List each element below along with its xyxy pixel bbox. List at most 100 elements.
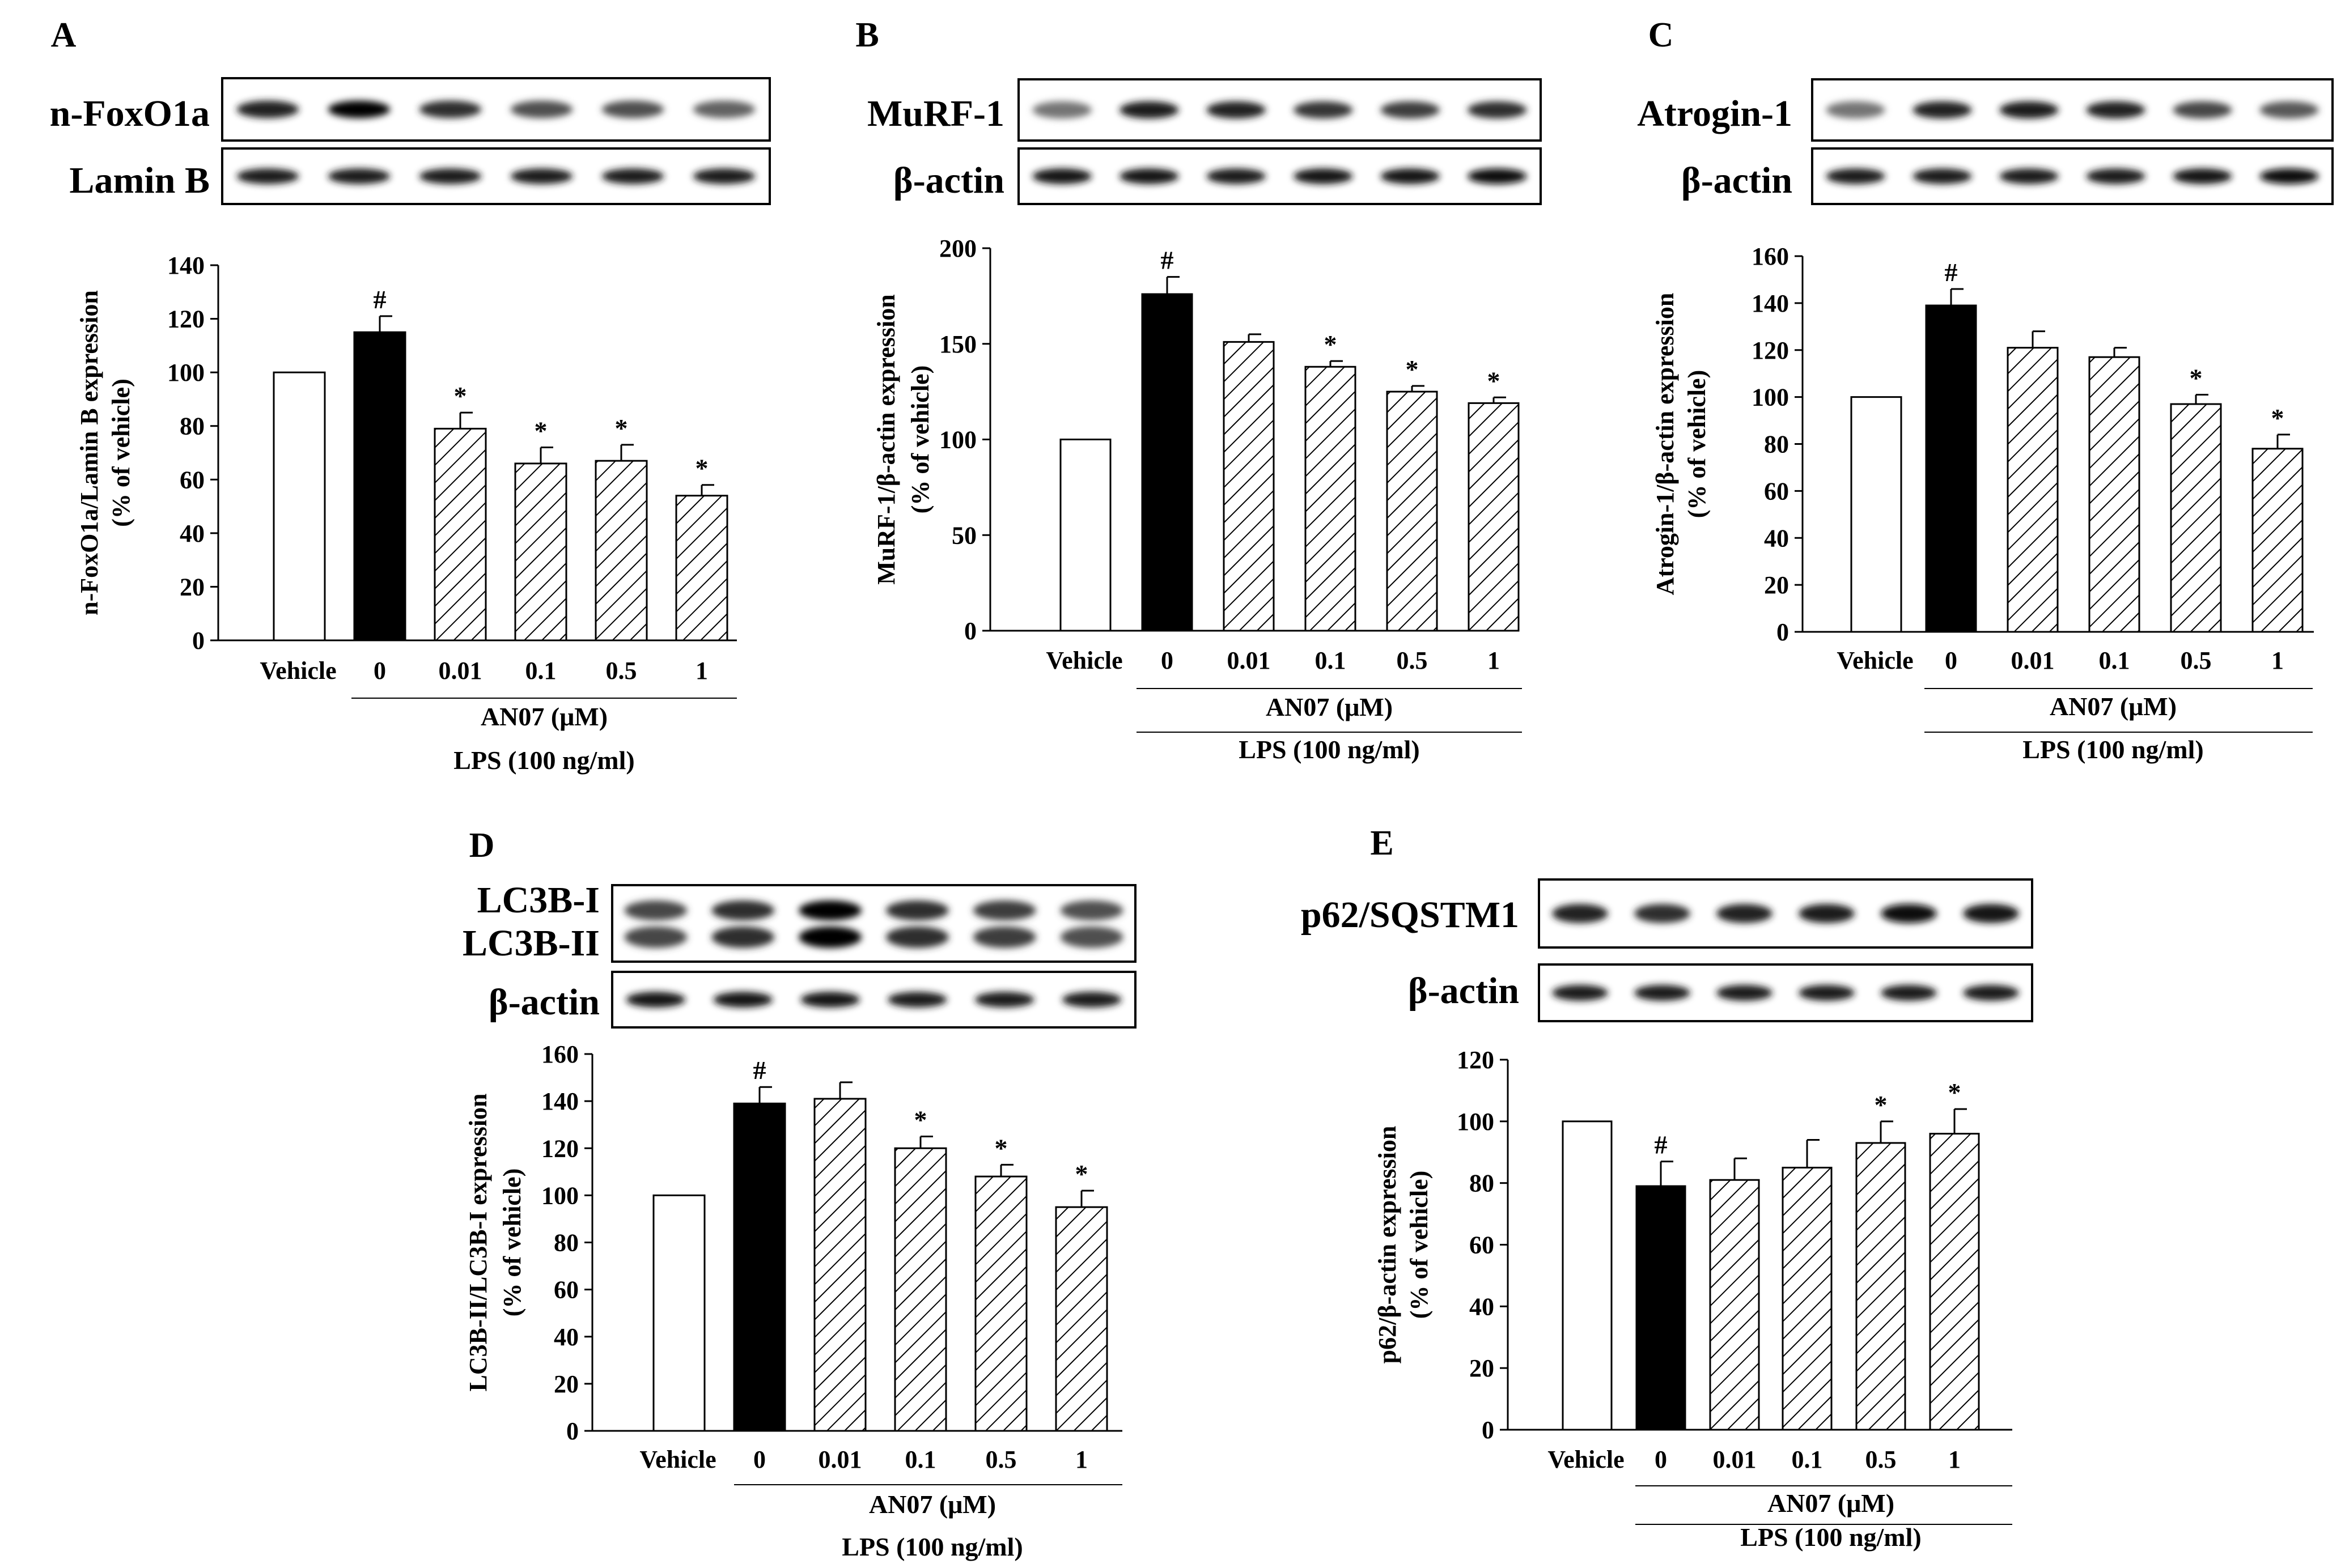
- blot-band: [601, 168, 664, 184]
- bar-Vehicle: [652, 1194, 706, 1432]
- blot-label: β-actin: [1681, 160, 1792, 201]
- blot-band: [419, 168, 482, 184]
- x-group-labels: AN07 (μM) LPS (100 ng/ml): [1924, 688, 2313, 764]
- x-category-label: 1: [1948, 1446, 1961, 1473]
- y-tick-label: 80: [554, 1229, 579, 1257]
- y-axis-title: p62/β-actin expression: [1373, 1126, 1401, 1364]
- significance-marker: #: [1655, 1131, 1668, 1159]
- drug-label: AN07 (μM): [1266, 692, 1393, 721]
- y-axis-title-units: (% of vehicle): [107, 379, 135, 526]
- blot-band: [1552, 904, 1608, 923]
- blot-band: [1380, 168, 1440, 184]
- bar-Vehicle: [1059, 439, 1112, 632]
- y-tick-label: 20: [180, 573, 205, 601]
- bar-0: [1141, 293, 1193, 632]
- western-blot: Atrogin-1 β-actin: [1637, 78, 2334, 205]
- blot-band: [1120, 101, 1179, 119]
- x-group-labels: AN07 (μM) LPS (100 ng/ml): [1635, 1485, 2012, 1552]
- bars: Vehicle #0 0.01 0.1 * 0.5 * 1: [1547, 1078, 1980, 1473]
- y-tick-label: 60: [180, 466, 205, 494]
- blot-frame: [611, 971, 1137, 1029]
- x-category-label: 0.01: [819, 1446, 862, 1473]
- blot-band: [1716, 985, 1772, 1001]
- y-axis-title: MuRF-1/β-actin expression: [872, 294, 900, 584]
- x-group-labels: AN07 (μM) LPS (100 ng/ml): [734, 1484, 1122, 1561]
- bar-0: [353, 331, 406, 641]
- y-tick-label: 140: [541, 1087, 579, 1115]
- panel-letter: B: [855, 16, 879, 54]
- blot-band: [1999, 168, 2059, 184]
- drug-label: AN07 (μM): [1767, 1489, 1894, 1518]
- blot-band: [799, 926, 862, 948]
- bar-0.1: [1304, 366, 1356, 632]
- western-blot: p62/SQSTM1 β-actin: [1301, 878, 2033, 1022]
- x-category-label: 0: [753, 1446, 766, 1473]
- bar-0.01: [813, 1098, 867, 1432]
- y-tick-label: 100: [1457, 1108, 1494, 1136]
- blot-band: [1468, 168, 1527, 184]
- significance-marker: *: [454, 381, 467, 410]
- blot-frame: [611, 884, 1137, 963]
- bar-0.5: [2170, 403, 2222, 633]
- blot-band: [328, 168, 391, 184]
- blot-band: [1062, 992, 1122, 1008]
- y-tick-label: 150: [939, 330, 977, 358]
- blot-frame: [1538, 878, 2033, 949]
- drug-label: AN07 (μM): [869, 1490, 996, 1519]
- x-category-label: 0: [1655, 1446, 1667, 1473]
- bar-0.01: [2007, 347, 2059, 633]
- y-tick-label: 140: [1752, 290, 1789, 317]
- significance-marker: *: [1324, 330, 1337, 359]
- significance-marker: *: [1075, 1159, 1088, 1188]
- blot-frame: [221, 77, 771, 142]
- blot-band: [711, 900, 775, 921]
- x-category-label: 0.1: [2099, 647, 2130, 674]
- blot-label: β-actin: [893, 160, 1004, 201]
- y-tick-label: 0: [1776, 618, 1789, 646]
- y-axis-title-units: (% of vehicle): [498, 1168, 526, 1316]
- blot-band: [601, 100, 664, 118]
- x-group-labels: AN07 (μM) LPS (100 ng/ml): [351, 698, 737, 775]
- blot-band: [1032, 101, 1092, 119]
- x-category-label: 0.1: [1315, 647, 1346, 674]
- x-category-label: 0.5: [986, 1446, 1017, 1473]
- axes: 0 20 40 60 80 100 120 140 160 LC3B-II/LC3B-I expr…: [464, 1040, 1122, 1445]
- bar-0.01: [434, 427, 487, 641]
- blot-band: [1468, 101, 1527, 119]
- blot-band: [2259, 101, 2319, 119]
- blot-band: [1881, 985, 1937, 1001]
- blot-band: [1294, 168, 1353, 184]
- bar-1: [1468, 402, 1520, 632]
- bar-0.1: [1782, 1166, 1833, 1431]
- western-blot: n-FoxO1a Lamin B: [50, 77, 771, 205]
- significance-marker: #: [753, 1056, 766, 1085]
- blot-band: [2259, 168, 2319, 184]
- axes: 0 50 100 150 200 MuRF-1/β-actin expression (% …: [872, 235, 1513, 645]
- bar-0.01: [1223, 341, 1275, 632]
- blot-band: [624, 900, 688, 921]
- blot-band: [624, 926, 688, 948]
- significance-marker: *: [1948, 1078, 1961, 1107]
- y-axis-title-units: (% of vehicle): [1683, 370, 1711, 518]
- y-tick-label: 20: [1469, 1354, 1494, 1382]
- y-tick-label: 20: [1764, 571, 1789, 599]
- panel-B: B MuRF-1 β-actin 0 50 100 150 200 MuRF-1/β-actin…: [855, 16, 1542, 764]
- bar-1: [1055, 1206, 1108, 1432]
- bar-0.5: [595, 460, 648, 641]
- stimulus-label: LPS (100 ng/ml): [1740, 1523, 1921, 1552]
- y-tick-label: 100: [541, 1182, 579, 1209]
- stimulus-label: LPS (100 ng/ml): [1239, 735, 1419, 764]
- blot-band: [1963, 904, 2019, 923]
- drug-label: AN07 (μM): [481, 702, 608, 731]
- blot-band: [886, 900, 949, 921]
- blot-band: [799, 900, 862, 921]
- y-tick-label: 100: [1752, 384, 1789, 411]
- drug-label: AN07 (μM): [2050, 692, 2177, 721]
- bar-1: [675, 495, 728, 641]
- y-tick-label: 0: [566, 1417, 579, 1445]
- bar-0.1: [894, 1147, 947, 1432]
- blot-band: [711, 926, 775, 948]
- significance-marker: *: [1875, 1090, 1888, 1119]
